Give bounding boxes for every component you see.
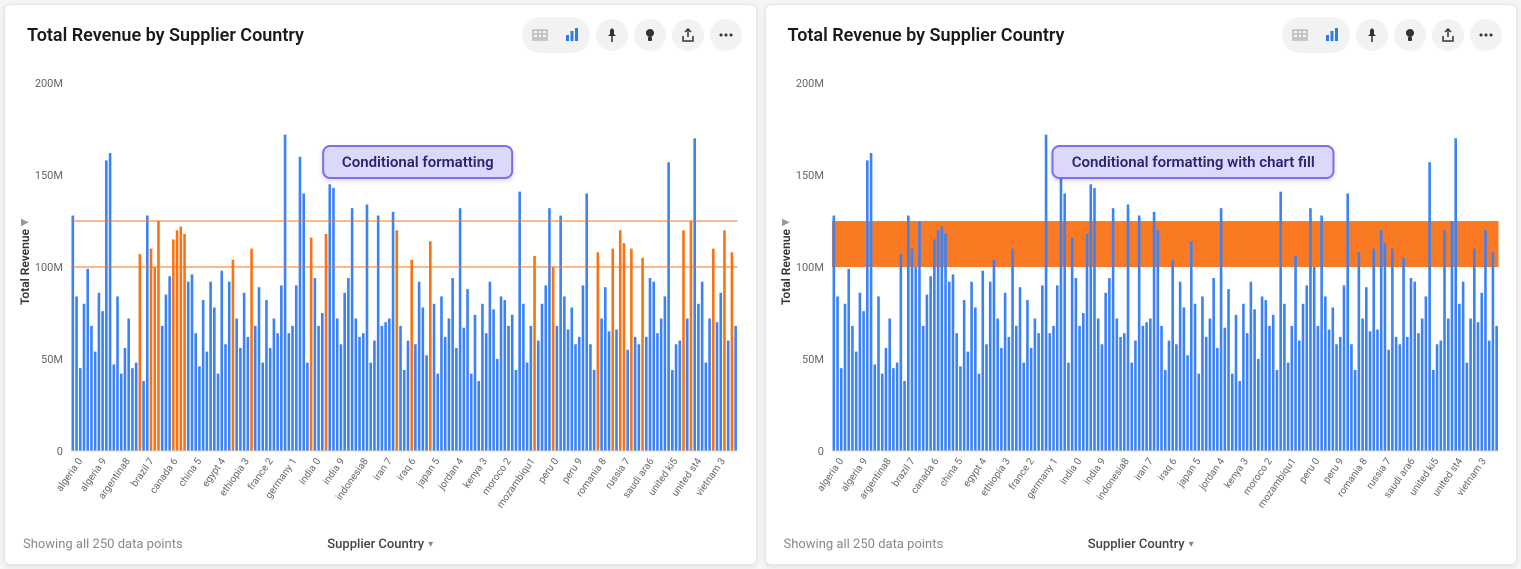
panel-footer: Showing all 250 data points Supplier Cou… bbox=[766, 529, 1517, 564]
panel-title: Total Revenue by Supplier Country bbox=[27, 25, 304, 46]
bar-chart: 050M100M150M200M▶Total Revenuealgeria 0a… bbox=[776, 65, 1507, 529]
share-button[interactable] bbox=[672, 19, 704, 51]
svg-text:▶: ▶ bbox=[21, 217, 29, 228]
panel-header: Total Revenue by Supplier Country bbox=[5, 5, 756, 59]
svg-text:india 0: india 0 bbox=[1058, 456, 1084, 487]
svg-text:peru 0: peru 0 bbox=[1297, 456, 1322, 485]
chart-view-button[interactable] bbox=[1316, 19, 1348, 51]
chart-view-button[interactable] bbox=[556, 19, 588, 51]
svg-text:▶: ▶ bbox=[781, 217, 789, 228]
table-view-button[interactable] bbox=[524, 19, 556, 51]
callout-label: Conditional formatting with chart fill bbox=[1052, 145, 1335, 179]
svg-text:50M: 50M bbox=[802, 353, 824, 366]
panel-footer: Showing all 250 data points Supplier Cou… bbox=[5, 529, 756, 564]
insight-button[interactable] bbox=[1394, 19, 1426, 51]
svg-text:50M: 50M bbox=[41, 353, 63, 366]
svg-text:0: 0 bbox=[57, 445, 63, 458]
bar-chart: 050M100M150M200M▶Total Revenuealgeria 0a… bbox=[15, 65, 746, 529]
svg-text:100M: 100M bbox=[35, 261, 63, 274]
caret-down-icon: ▾ bbox=[428, 539, 433, 550]
panel-left: Total Revenue by Supplier Country bbox=[4, 4, 757, 565]
svg-text:0: 0 bbox=[817, 445, 823, 458]
x-axis-selector[interactable]: Supplier Country ▾ bbox=[327, 537, 433, 552]
svg-text:200M: 200M bbox=[35, 77, 63, 90]
share-button[interactable] bbox=[1432, 19, 1464, 51]
datapoint-count: Showing all 250 data points bbox=[23, 537, 183, 552]
view-mode-group bbox=[1282, 17, 1350, 53]
svg-text:100M: 100M bbox=[795, 261, 823, 274]
panel-title: Total Revenue by Supplier Country bbox=[788, 25, 1065, 46]
x-axis-selector[interactable]: Supplier Country ▾ bbox=[1088, 537, 1194, 552]
svg-text:iraq 6: iraq 6 bbox=[1156, 456, 1179, 483]
more-button[interactable] bbox=[710, 19, 742, 51]
table-view-button[interactable] bbox=[1284, 19, 1316, 51]
caret-down-icon: ▾ bbox=[1189, 539, 1194, 550]
svg-text:150M: 150M bbox=[795, 169, 823, 182]
pin-button[interactable] bbox=[1356, 19, 1388, 51]
toolbar bbox=[522, 17, 742, 53]
svg-text:india 0: india 0 bbox=[297, 456, 323, 487]
svg-text:150M: 150M bbox=[35, 169, 63, 182]
svg-text:Total Revenue: Total Revenue bbox=[18, 228, 32, 305]
view-mode-group bbox=[522, 17, 590, 53]
pin-button[interactable] bbox=[596, 19, 628, 51]
insight-button[interactable] bbox=[634, 19, 666, 51]
svg-text:iran 7: iran 7 bbox=[1132, 456, 1155, 483]
svg-text:200M: 200M bbox=[795, 77, 823, 90]
toolbar bbox=[1282, 17, 1502, 53]
svg-text:peru 0: peru 0 bbox=[536, 456, 561, 485]
more-button[interactable] bbox=[1470, 19, 1502, 51]
datapoint-count: Showing all 250 data points bbox=[784, 537, 944, 552]
chart-area: 050M100M150M200M▶Total Revenuealgeria 0a… bbox=[5, 59, 756, 529]
svg-text:Total Revenue: Total Revenue bbox=[778, 228, 792, 305]
chart-area: 050M100M150M200M▶Total Revenuealgeria 0a… bbox=[766, 59, 1517, 529]
panel-header: Total Revenue by Supplier Country bbox=[766, 5, 1517, 59]
svg-text:iran 7: iran 7 bbox=[372, 456, 395, 483]
callout-label: Conditional formatting bbox=[322, 145, 514, 179]
svg-text:iraq 6: iraq 6 bbox=[395, 456, 418, 483]
panel-right: Total Revenue by Supplier Country bbox=[765, 4, 1518, 565]
